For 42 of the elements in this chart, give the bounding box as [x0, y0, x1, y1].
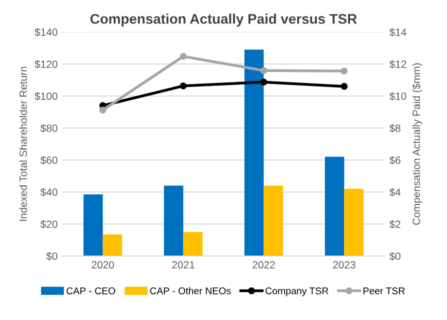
y2-tick-label: $12: [389, 60, 406, 68]
y-tick-label: $40: [40, 188, 58, 196]
x-tick-label: 2022: [252, 261, 275, 269]
y2-tick-label: $4: [389, 188, 401, 196]
x-tick-label: 2020: [92, 261, 114, 269]
chart-title: Compensation Actually Paid versus TSR: [90, 14, 357, 27]
y2-tick-label: $0: [389, 252, 400, 260]
bar: [102, 234, 122, 256]
point: [340, 68, 348, 75]
y-tick-label: $60: [40, 156, 58, 164]
y-tick-label: $120: [34, 60, 58, 68]
legend-label: CAP - Other NEOs: [150, 287, 231, 294]
y2-tick-label: $6: [389, 156, 400, 164]
y-tick-label: $20: [40, 220, 58, 228]
point: [340, 82, 348, 90]
bar: [84, 194, 103, 256]
legend-label: Peer TSR: [363, 287, 405, 294]
x-tick-label: 2023: [333, 261, 356, 269]
bar: [264, 186, 284, 256]
y2-tick-label: $8: [389, 124, 400, 132]
bar: [324, 156, 344, 256]
y-tick-label: $80: [40, 124, 58, 132]
bar: [344, 188, 364, 256]
y2-tick-label: $10: [389, 92, 406, 100]
point: [99, 106, 106, 114]
point: [260, 67, 268, 74]
y2-axis-title: Compensation Actually Paid ($mm): [412, 63, 422, 225]
y-tick-label: $0: [46, 252, 58, 260]
bar: [183, 232, 203, 256]
y2-tick-label: $14: [389, 28, 406, 36]
point: [180, 52, 187, 60]
point: [180, 82, 187, 90]
x-tick-label: 2021: [172, 261, 194, 269]
bar: [244, 50, 264, 256]
point: [260, 78, 268, 86]
legend-label: Company TSR: [266, 287, 328, 296]
bar: [164, 186, 184, 256]
y-axis-title: Indexed Total Shareholder Return: [19, 66, 27, 221]
y-tick-label: $100: [34, 92, 58, 100]
y-tick-label: $140: [34, 28, 58, 36]
legend-label: CAP - CEO: [66, 287, 116, 294]
y2-tick-label: $2: [389, 220, 400, 228]
